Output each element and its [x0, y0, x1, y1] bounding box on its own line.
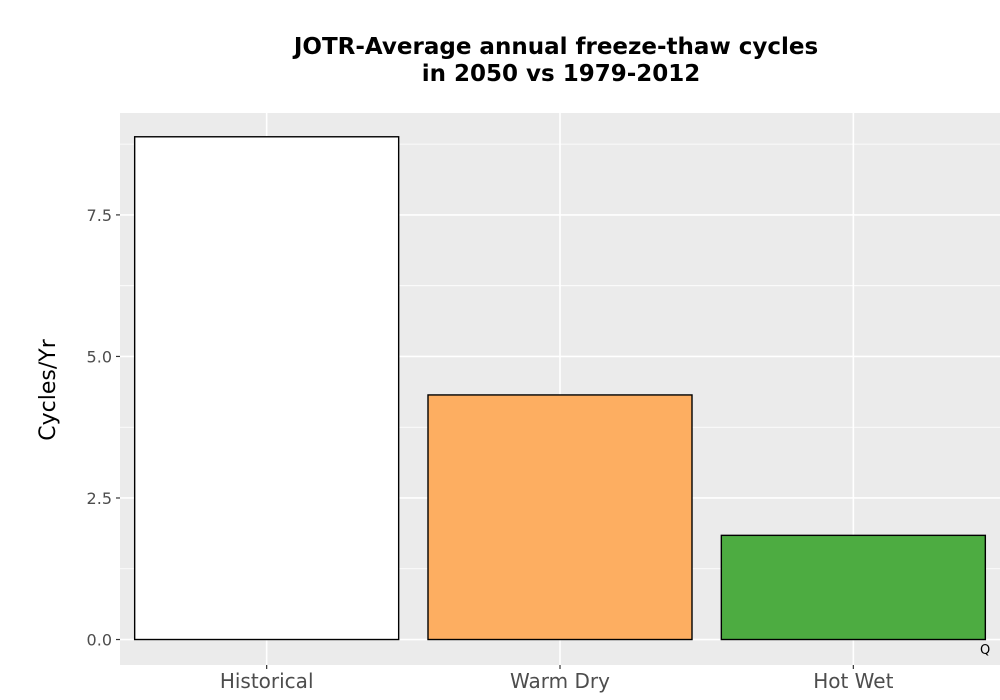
chart-title-line-1: JOTR-Average annual freeze-thaw cycles [292, 34, 818, 60]
axes: 0.0 2.5 5.0 7.5 Historical Warm Dry Hot Wet [87, 206, 894, 693]
x-tick-label: Warm Dry [510, 669, 610, 693]
y-tick-label: 5.0 [87, 347, 112, 366]
corner-mark: Q [980, 643, 990, 658]
y-tick-label: 2.5 [87, 489, 112, 508]
chart-title-line-2: in 2050 vs 1979-2012 [422, 61, 701, 87]
x-tick-label: Hot Wet [813, 669, 893, 693]
bar-hot-wet [720, 534, 987, 641]
bars [133, 136, 987, 641]
y-tick-label: 0.0 [87, 631, 112, 650]
y-tick-label: 7.5 [87, 206, 112, 225]
x-tick-label: Historical [220, 669, 314, 693]
bar-historical [133, 136, 400, 641]
bar-warm-dry [427, 394, 693, 641]
y-axis-label: Cycles/Yr [36, 338, 61, 440]
